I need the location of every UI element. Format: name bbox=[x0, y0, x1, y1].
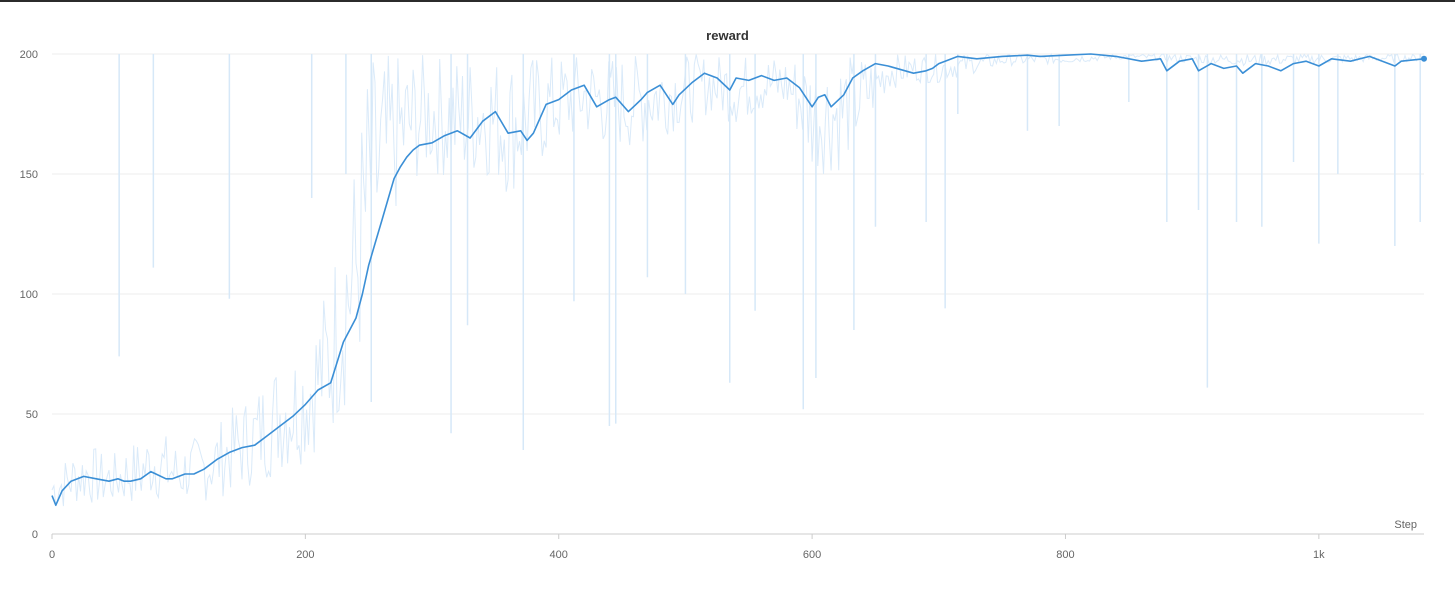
y-tick-label: 100 bbox=[20, 289, 38, 301]
y-tick-label: 150 bbox=[20, 169, 38, 181]
grid-lines bbox=[52, 53, 1424, 415]
raw-line bbox=[51, 53, 1425, 507]
x-axis-label: Step bbox=[1394, 519, 1417, 531]
axes: 0 50 100 150 200 0 200 400 600 800 1k bbox=[20, 49, 1424, 561]
smoothed-series bbox=[51, 53, 1427, 507]
x-tick-label: 200 bbox=[296, 549, 314, 561]
y-tick-label: 0 bbox=[32, 529, 38, 541]
chart-title: reward bbox=[706, 28, 749, 43]
raw-series bbox=[51, 53, 1425, 507]
smoothed-line bbox=[51, 53, 1425, 507]
y-tick-label: 200 bbox=[20, 49, 38, 61]
x-tick-label: 600 bbox=[803, 549, 821, 561]
y-tick-label: 50 bbox=[26, 409, 38, 421]
x-tick-label: 1k bbox=[1313, 549, 1325, 561]
x-tick-label: 800 bbox=[1056, 549, 1074, 561]
x-tick-label: 0 bbox=[49, 549, 55, 561]
last-point-marker bbox=[1421, 55, 1427, 62]
x-tick-label: 400 bbox=[550, 549, 568, 561]
top-bar bbox=[0, 0, 1455, 2]
